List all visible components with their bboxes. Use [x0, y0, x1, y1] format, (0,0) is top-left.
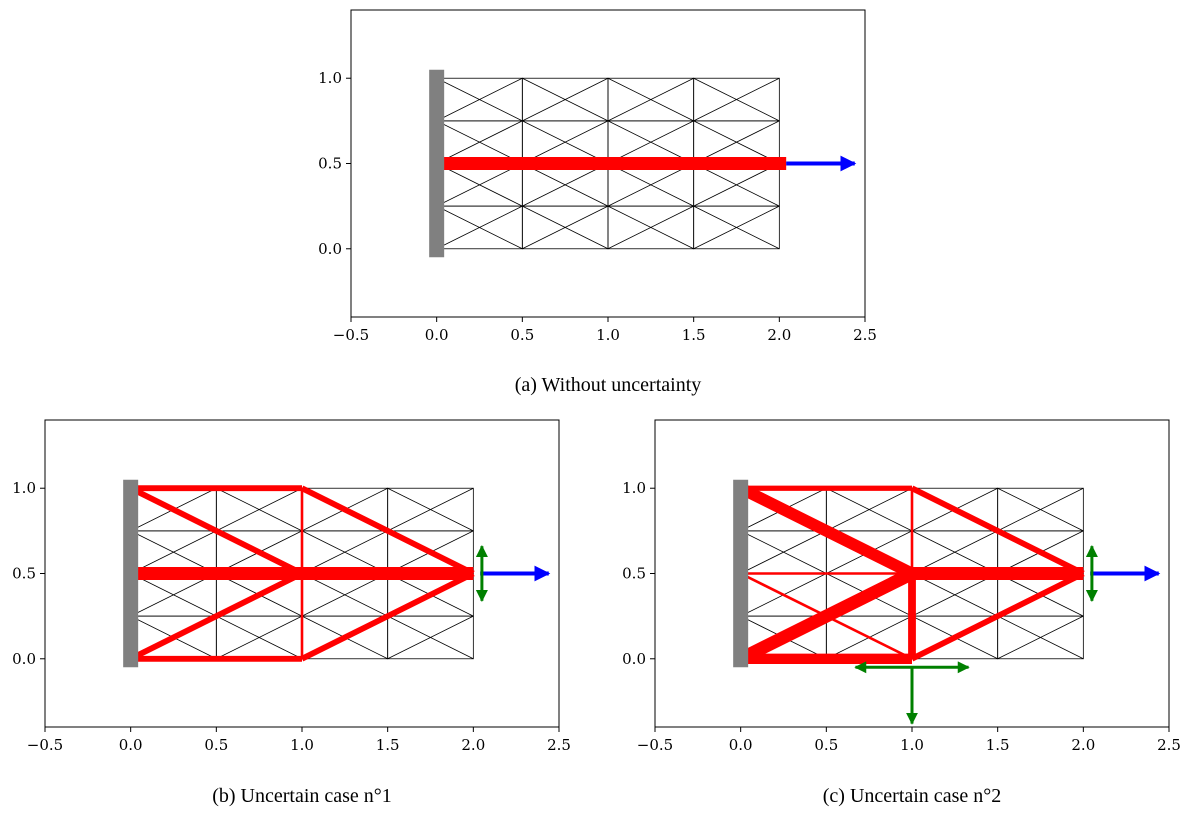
panel-b-grid-diagonal — [130, 530, 217, 574]
panel-b-xtick-label: 0.5 — [204, 736, 228, 754]
panel-c-member-7 — [910, 570, 1085, 662]
panel-a-grid-diagonal — [693, 205, 780, 250]
panel-c-grid-diagonal — [740, 530, 827, 574]
panel-a-xtick-label: 0.5 — [510, 326, 534, 344]
panel-a-grid-diagonal — [607, 205, 694, 250]
panel-a-grid-diagonal — [436, 77, 523, 122]
panel-c-member-6 — [910, 485, 1085, 577]
panel-c-xtick-label: 0.0 — [729, 736, 753, 754]
panel-a-xtick-label: 0.0 — [425, 326, 449, 344]
panel-a-axes: −0.5 0.0 0.5 1.0 1.5 2.0 2.5 0.0 0.5 1.0 — [318, 69, 877, 344]
panel-a-xtick-label: −0.5 — [333, 326, 369, 344]
panel-b-member-6 — [300, 570, 475, 662]
panel-c-xtick-label: 0.5 — [814, 736, 838, 754]
panel-c-grid-diagonal — [826, 487, 913, 532]
panel-b-ytick-label: 0.5 — [12, 565, 36, 583]
panel-a-ytick-label: 0.0 — [318, 240, 342, 258]
panel-c-plot-area: −0.5 0.0 0.5 1.0 1.5 2.0 2.5 0.0 0.5 1.0 — [622, 479, 1181, 754]
panel-b-xtick-label: 1.0 — [290, 736, 314, 754]
panel-a-xtick-label: 2.0 — [767, 326, 791, 344]
panel-a-grid-diagonal — [436, 120, 523, 164]
panel-a-xtick-label: 1.5 — [682, 326, 706, 344]
panel-b-xtick-label: −0.5 — [27, 736, 63, 754]
panel-c-grid-diagonal — [911, 573, 998, 617]
panel-b-ytick-label: 0.0 — [12, 650, 36, 668]
panel-b-grid-cell — [387, 487, 474, 532]
panel-b-grid-diagonal — [216, 487, 303, 532]
panel-b-grid-diagonal — [216, 615, 303, 660]
panel-a-grid-diagonal — [522, 205, 609, 250]
panel-a-grid-diagonal — [522, 77, 609, 122]
panel-c: −0.5 0.0 0.5 1.0 1.5 2.0 2.5 0.0 0.5 1.0 (c) Unce… — [622, 419, 1181, 807]
panel-c-caption: (c) Uncertain case n°2 — [823, 785, 1001, 807]
panel-b-member-4 — [129, 570, 304, 662]
panel-b-xtick-label: 2.0 — [461, 736, 485, 754]
panel-c-xtick-label: 1.0 — [900, 736, 924, 754]
panel-c-grid-cell — [997, 487, 1084, 532]
panel-c-ytick-label: 1.0 — [622, 479, 646, 497]
panel-b-member-5 — [300, 485, 475, 577]
panel-b-xtick-label: 0.0 — [119, 736, 143, 754]
panel-b-axes: −0.5 0.0 0.5 1.0 1.5 2.0 2.5 0.0 0.5 1.0 — [12, 479, 571, 754]
panel-b-ytick-label: 1.0 — [12, 479, 36, 497]
panel-a-grid-diagonal — [522, 163, 609, 207]
panel-a-grid-diagonal — [693, 77, 780, 122]
panel-c-member-10 — [740, 572, 913, 660]
panel-a-grid-diagonal — [693, 163, 780, 207]
panel-b-member-3 — [129, 485, 304, 577]
panel-a-ytick-label: 1.0 — [318, 69, 342, 87]
panel-a-plot-area: −0.5 0.0 0.5 1.0 1.5 2.0 2.5 0.0 0.5 1.0 — [318, 69, 877, 344]
panel-b-grid-diagonal — [301, 530, 388, 574]
panel-c-axes: −0.5 0.0 0.5 1.0 1.5 2.0 2.5 0.0 0.5 1.0 — [622, 479, 1181, 754]
panel-b-grid-diagonal — [130, 573, 217, 617]
panel-c-ytick-label: 0.0 — [622, 650, 646, 668]
panel-a-xtick-label: 2.5 — [853, 326, 877, 344]
panel-a-grid-diagonal — [436, 163, 523, 207]
panel-a-grid-diagonal — [607, 120, 694, 164]
panel-b-caption: (b) Uncertain case n°1 — [212, 785, 392, 807]
panel-a-caption: (a) Without uncertainty — [515, 374, 702, 396]
panel-b-xtick-label: 1.5 — [376, 736, 400, 754]
panel-b-grid-diagonal — [301, 573, 388, 617]
panel-c-xtick-label: 1.5 — [986, 736, 1010, 754]
panel-a-xtick-label: 1.0 — [596, 326, 620, 344]
panel-b-grid-diagonal — [387, 615, 474, 660]
panel-a-grid-diagonal — [436, 205, 523, 250]
panel-c-ytick-label: 0.5 — [622, 565, 646, 583]
panel-a-grid-cell — [693, 77, 780, 122]
panel-b-plot-area: −0.5 0.0 0.5 1.0 1.5 2.0 2.5 0.0 0.5 1.0 — [12, 479, 571, 754]
panel-c-grid-diagonal — [997, 487, 1084, 532]
panel-a-grid-diagonal — [607, 77, 694, 122]
panel-a-grid-diagonal — [607, 163, 694, 207]
panel-a-grid-diagonal — [693, 120, 780, 164]
panel-c-xtick-label: 2.5 — [1157, 736, 1181, 754]
panel-c-grid-diagonal — [911, 530, 998, 574]
panel-c-xtick-label: −0.5 — [637, 736, 673, 754]
panel-c-xtick-label: 2.0 — [1071, 736, 1095, 754]
panel-a-ground-grid — [436, 77, 780, 250]
panel-b: −0.5 0.0 0.5 1.0 1.5 2.0 2.5 0.0 0.5 1.0 (b) Unce… — [12, 419, 571, 807]
panel-a-grid-diagonal — [522, 120, 609, 164]
panel-a: −0.5 0.0 0.5 1.0 1.5 2.0 2.5 0.0 0.5 1.0 (a) With… — [318, 9, 877, 396]
panel-b-xtick-label: 2.5 — [547, 736, 571, 754]
panel-b-grid-diagonal — [387, 487, 474, 532]
panel-c-member-1 — [738, 482, 915, 579]
panel-a-ytick-label: 0.5 — [318, 155, 342, 173]
panel-c-grid-diagonal — [997, 615, 1084, 660]
